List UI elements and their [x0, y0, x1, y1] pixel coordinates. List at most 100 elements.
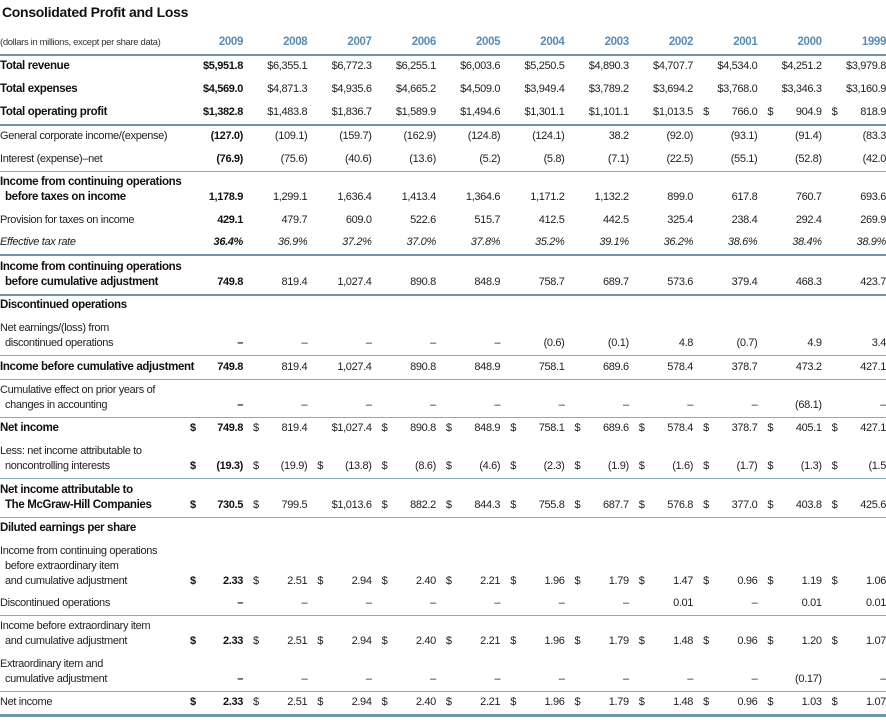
value-cell-2001: 38.6%: [693, 232, 758, 256]
value-cell-2007: $ (13.8): [307, 440, 372, 479]
dollar-sign: $: [253, 422, 259, 434]
value: 844.3: [474, 498, 501, 511]
value: 2.21: [480, 695, 501, 708]
value-cell-2006: –: [371, 593, 436, 616]
row-label: Interest (expense)–net: [0, 148, 186, 172]
table-row: Total revenue $5,951.8 $6,355.1 $6,772.3 $6,…: [0, 55, 886, 78]
value: 2.21: [480, 635, 501, 647]
value-cell-2002: [629, 517, 693, 540]
value-cell-2008: $4,871.3: [267, 83, 308, 95]
row-label-line: General corporate income/(expense): [0, 130, 168, 142]
value-cell-2006: [372, 517, 436, 540]
value-cell-2002: 36.2%: [628, 232, 693, 256]
value-cell-2004: $5,250.5: [524, 60, 565, 72]
value: (1.5: [868, 459, 886, 472]
page-title: Consolidated Profit and Loss: [2, 4, 189, 20]
value-cell-2000: 0.01: [757, 593, 822, 616]
value-cell-2001: $4,534.0: [717, 60, 758, 72]
value-cell-1999: (83.3: [862, 130, 886, 142]
row-label-line: Effective tax rate: [0, 236, 76, 248]
value-cell-2007: $4,935.6: [331, 83, 372, 95]
value-cell-2008: $819.4: [243, 417, 308, 440]
table-row: Income before extraordinary item and cumu…: [0, 615, 886, 653]
value-cell-2006: 37.0%: [371, 232, 436, 256]
value-cell-2000: $1.20: [757, 615, 822, 653]
value-cell-2005: $4,509.0: [460, 83, 501, 95]
dollar-sign: $: [767, 422, 774, 434]
table-row: Interest (expense)–net (76.9) (75.6) (40.6)…: [0, 148, 886, 172]
value-cell-2001: $378.7: [693, 417, 758, 440]
value-cell-2008: $6,355.1: [267, 60, 308, 72]
value-cell-2001: –: [693, 593, 758, 616]
dollar-sign: $: [703, 459, 709, 472]
row-label-line: Net income attributable to: [0, 483, 133, 496]
value: 1.96: [544, 635, 565, 647]
dollar-sign: $: [703, 695, 709, 708]
value-cell-2009: $2.33: [186, 540, 243, 593]
dollar-sign: $: [253, 575, 259, 587]
row-label-line: Income from continuing operations: [0, 261, 182, 273]
value-cell-2005: [436, 517, 500, 540]
dollar-sign: $: [638, 695, 645, 708]
value: 1.96: [544, 575, 565, 587]
value: (2.3): [543, 459, 565, 472]
value-cell-2008: –: [243, 653, 308, 692]
value-cell-2005: 848.9: [435, 355, 501, 380]
row-label-line: changes in accounting: [5, 398, 108, 411]
value: 766.0: [731, 106, 758, 118]
value-cell-2000: 4.9: [757, 317, 822, 356]
value-cell-2002: $1.47: [629, 540, 694, 593]
value-cell-2001: $766.0: [693, 101, 758, 126]
row-label-line: noncontrolling interests: [5, 459, 110, 472]
value-cell-2004: $758.1: [500, 417, 565, 440]
value-cell-2000: (91.4): [795, 130, 822, 142]
dollar-sign: $: [831, 695, 838, 708]
table-row: Income from continuing operations before …: [0, 171, 886, 209]
value-cell-2003: (0.1): [564, 317, 629, 356]
value-cell-2004: $1,301.1: [500, 101, 565, 126]
row-label-line: Income from continuing operations: [0, 545, 158, 557]
dollar-sign: $: [317, 695, 324, 708]
dollar-sign: $: [703, 635, 709, 647]
value-cell-2000: 468.3: [757, 255, 822, 296]
value-cell-2004: [500, 295, 564, 317]
value-cell-2002: 578.4: [628, 355, 693, 380]
value-cell-2003: [564, 295, 628, 317]
value-cell-2003: 38.2: [608, 130, 629, 142]
value: (1.6): [672, 459, 694, 472]
dollar-sign: $: [831, 106, 838, 118]
value-cell-2001: [693, 517, 757, 540]
value-cell-1999: (42.0: [821, 148, 886, 172]
value: 2.40: [415, 635, 436, 647]
value: 819.4: [281, 422, 308, 434]
value-cell-2006: $ (8.6): [371, 440, 436, 479]
value-cell-2008: (75.6): [243, 148, 308, 172]
year-header-2001: 2001: [693, 33, 758, 56]
value: 0.96: [737, 695, 758, 708]
value-cell-2002: 325.4: [667, 214, 694, 226]
value-cell-2009: 36.4%: [186, 232, 243, 256]
value-cell-2005: –: [435, 653, 501, 692]
value: 0.96: [737, 635, 758, 647]
row-label: Income from continuing operations before …: [0, 171, 186, 209]
dollar-sign: $: [831, 498, 838, 511]
dollar-sign: $: [574, 422, 581, 434]
value-cell-1999: [822, 517, 886, 540]
row-label: Total revenue: [0, 55, 186, 78]
value-cell-2002: 0.01: [628, 593, 693, 616]
value-cell-2008: 36.9%: [243, 232, 308, 256]
value-cell-2008: 1,299.1: [273, 191, 308, 203]
value-cell-2006: $6,255.1: [395, 60, 436, 72]
value-cell-2004: 412.5: [538, 214, 565, 226]
value: 2.51: [287, 695, 308, 708]
value: (1.9): [607, 459, 629, 472]
value-cell-2004: 758.7: [500, 255, 565, 296]
dollar-sign: $: [767, 459, 774, 472]
dollar-sign: $: [510, 459, 516, 472]
dollar-sign: $: [638, 459, 645, 472]
year-header-2006: 2006: [371, 33, 436, 56]
units-note: (dollars in millions, except per share d…: [0, 33, 186, 56]
value-cell-1999: 269.9: [860, 214, 886, 226]
row-label: Income from continuing operations before …: [0, 255, 186, 296]
row-label-line: Income from continuing operations: [0, 176, 182, 188]
